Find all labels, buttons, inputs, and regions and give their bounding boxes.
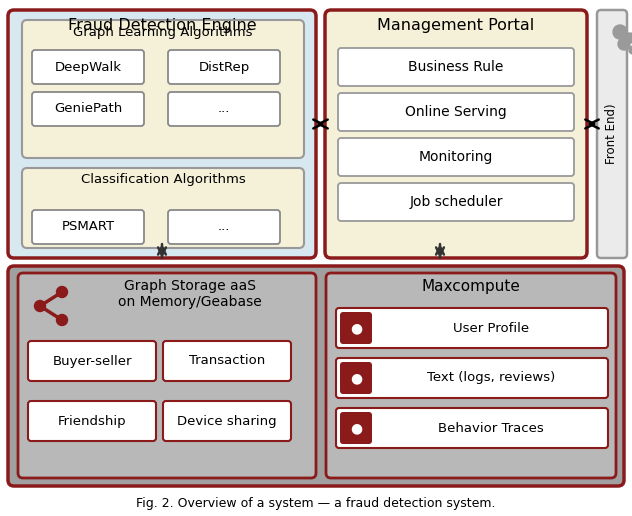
Text: Business Rule: Business Rule (408, 60, 504, 74)
FancyBboxPatch shape (32, 50, 144, 84)
Text: ●: ● (350, 321, 362, 335)
FancyBboxPatch shape (28, 401, 156, 441)
Text: Job scheduler: Job scheduler (410, 195, 502, 209)
FancyBboxPatch shape (338, 183, 574, 221)
Text: Monitoring: Monitoring (419, 150, 493, 164)
FancyBboxPatch shape (163, 401, 291, 441)
Circle shape (625, 33, 632, 43)
FancyBboxPatch shape (325, 10, 587, 258)
FancyBboxPatch shape (340, 312, 372, 344)
FancyBboxPatch shape (22, 20, 304, 158)
FancyBboxPatch shape (340, 412, 372, 444)
Text: Graph Storage aaS
on Memory/Geabase: Graph Storage aaS on Memory/Geabase (118, 279, 262, 309)
Circle shape (56, 286, 68, 298)
Text: ...: ... (218, 220, 230, 234)
FancyBboxPatch shape (168, 50, 280, 84)
FancyBboxPatch shape (338, 93, 574, 131)
FancyBboxPatch shape (597, 10, 627, 258)
Circle shape (35, 300, 46, 312)
Text: Behavior Traces: Behavior Traces (438, 422, 544, 434)
FancyBboxPatch shape (32, 210, 144, 244)
FancyBboxPatch shape (8, 10, 316, 258)
Text: User Profile: User Profile (453, 321, 529, 334)
FancyBboxPatch shape (18, 273, 316, 478)
Text: ...: ... (218, 103, 230, 116)
Text: GeniePath: GeniePath (54, 103, 122, 116)
FancyBboxPatch shape (22, 168, 304, 248)
Text: Classification Algorithms: Classification Algorithms (81, 173, 245, 186)
Circle shape (613, 25, 627, 39)
FancyBboxPatch shape (336, 358, 608, 398)
Text: ●: ● (350, 371, 362, 385)
Circle shape (629, 46, 632, 54)
Text: Fraud Detection Engine: Fraud Detection Engine (68, 18, 257, 33)
FancyBboxPatch shape (336, 408, 608, 448)
FancyBboxPatch shape (8, 266, 624, 486)
Text: DeepWalk: DeepWalk (54, 60, 121, 73)
Text: DistRep: DistRep (198, 60, 250, 73)
Text: Text (logs, reviews): Text (logs, reviews) (427, 372, 555, 384)
FancyBboxPatch shape (168, 210, 280, 244)
FancyBboxPatch shape (338, 138, 574, 176)
FancyBboxPatch shape (168, 92, 280, 126)
Text: ●: ● (350, 421, 362, 435)
Text: Online Serving: Online Serving (405, 105, 507, 119)
Circle shape (618, 38, 630, 50)
Text: Fig. 2. Overview of a system — a fraud detection system.: Fig. 2. Overview of a system — a fraud d… (137, 497, 495, 510)
FancyBboxPatch shape (338, 48, 574, 86)
FancyBboxPatch shape (340, 362, 372, 394)
FancyBboxPatch shape (28, 341, 156, 381)
Text: Graph Learning Algorithms: Graph Learning Algorithms (73, 26, 253, 39)
Text: Friendship: Friendship (58, 414, 126, 427)
Circle shape (56, 314, 68, 326)
Text: PSMART: PSMART (61, 220, 114, 234)
Text: Transaction: Transaction (189, 354, 265, 367)
FancyBboxPatch shape (163, 341, 291, 381)
Text: Maxcompute: Maxcompute (422, 279, 520, 294)
Text: Buyer-seller: Buyer-seller (52, 354, 131, 367)
FancyBboxPatch shape (32, 92, 144, 126)
Text: Device sharing: Device sharing (177, 414, 277, 427)
Text: Front End): Front End) (605, 104, 619, 164)
FancyBboxPatch shape (326, 273, 616, 478)
FancyBboxPatch shape (336, 308, 608, 348)
Text: Management Portal: Management Portal (377, 18, 535, 33)
